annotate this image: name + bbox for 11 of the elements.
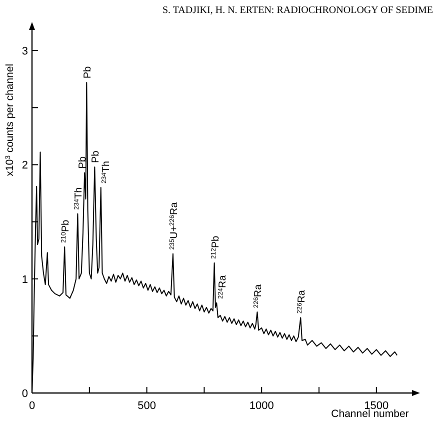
x-axis-title: Channel number <box>331 408 410 420</box>
text: S. TADJIKI, H. N. ERTEN: RADIOCHRONOLOGY OF SEDIME <box>162 5 433 16</box>
annotation: Pb <box>82 66 94 79</box>
y-tick-label: 1 <box>22 274 28 286</box>
annotation: Pb <box>90 150 102 163</box>
x-tick-label: 1000 <box>249 400 274 412</box>
y-tick-label: 2 <box>22 160 28 172</box>
y-tick-label: 0 <box>22 388 28 400</box>
x-tick-label: 500 <box>138 400 156 412</box>
annotation: Pb <box>78 156 89 169</box>
y-tick-label: 3 <box>22 46 28 58</box>
